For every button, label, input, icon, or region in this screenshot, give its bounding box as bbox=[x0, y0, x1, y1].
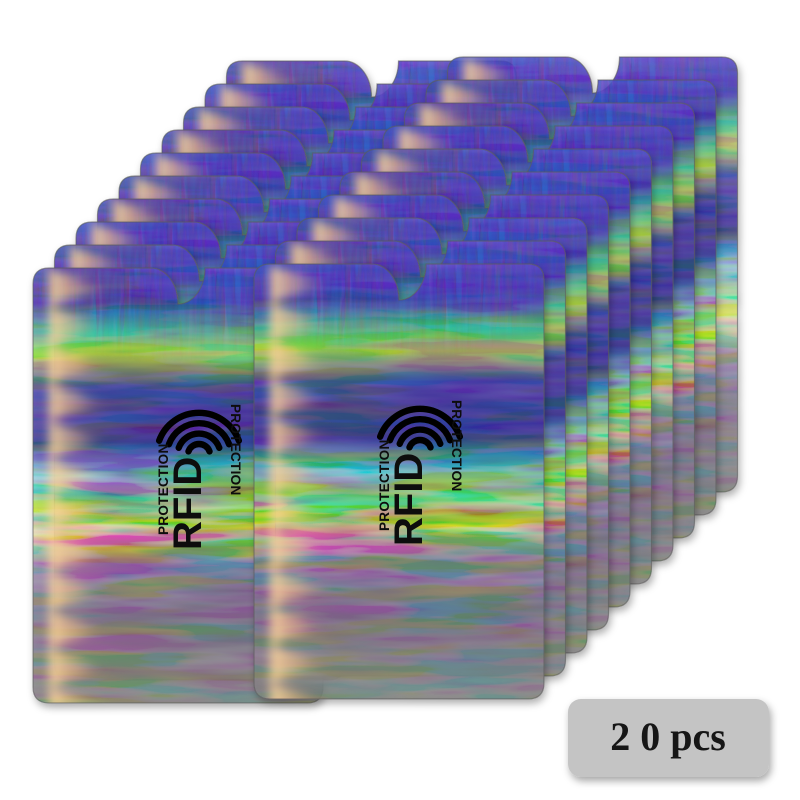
svg-text:2 0 pcs: 2 0 pcs bbox=[610, 714, 726, 759]
